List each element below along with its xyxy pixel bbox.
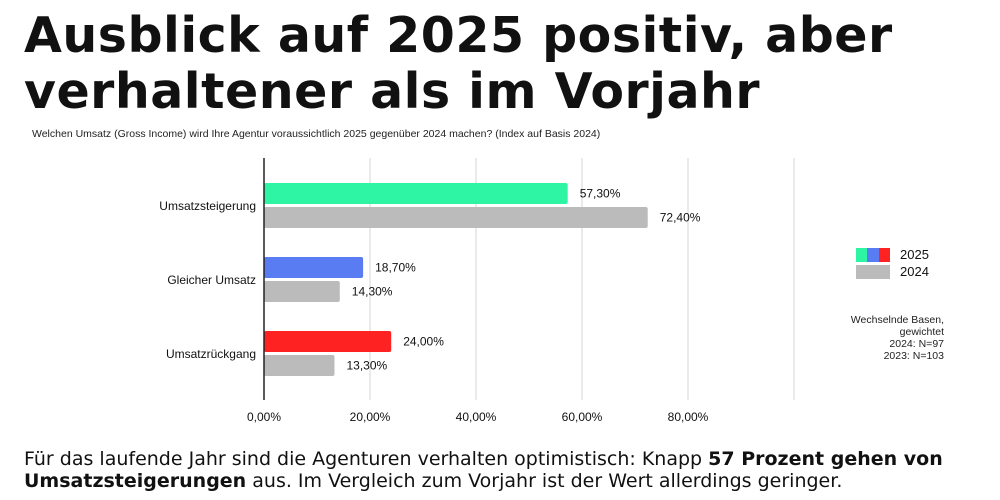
page-title: Ausblick auf 2025 positiv, aber verhalte…: [24, 7, 893, 120]
bar-2024: [264, 281, 340, 302]
bar-2024: [264, 207, 648, 228]
x-tick-labels: 0,00% 20,00% 40,00% 60,00% 80,00%: [247, 410, 709, 424]
category-label: Gleicher Umsatz: [167, 273, 256, 287]
sample-note: Wechselnde Basen, gewichtet 2024: N=97 2…: [851, 314, 944, 362]
caption-bold: 57 Prozent gehen von Umsatzsteigerungen: [24, 448, 943, 492]
category-label: Umsatzsteigerung: [159, 199, 256, 213]
bars: 57,30% 72,40% 18,70% 14,30% 24,00% 13,30%: [264, 183, 701, 376]
legend-item-2024: 2024: [856, 263, 929, 280]
note-line-1: Wechselnde Basen,: [850, 314, 944, 326]
category-labels: Umsatzsteigerung Gleicher Umsatz Umsatzrüc…: [159, 199, 256, 361]
note-line-3: 2024: N=97: [889, 338, 944, 350]
x-tick-label: 40,00%: [456, 410, 497, 424]
data-label: 14,30%: [352, 285, 393, 299]
survey-question: Welchen Umsatz (Gross Income) wird Ihre …: [32, 128, 601, 140]
legend-label-2024: 2024: [900, 264, 929, 279]
data-label: 18,70%: [375, 261, 416, 275]
x-tick-label: 20,00%: [350, 410, 391, 424]
x-tick-label: 80,00%: [668, 410, 709, 424]
legend-label-2025: 2025: [900, 247, 929, 262]
legend-item-2025: 2025: [856, 246, 929, 263]
x-tick-label: 0,00%: [247, 410, 281, 424]
bar-2024: [264, 355, 335, 376]
caption-text: Für das laufende Jahr sind die Agenturen…: [24, 448, 984, 492]
caption-part-1: Für das laufende Jahr sind die Agenturen…: [24, 448, 709, 470]
data-label: 72,40%: [660, 211, 701, 225]
data-label: 24,00%: [403, 335, 444, 349]
x-tick-label: 60,00%: [562, 410, 603, 424]
caption-part-2: aus. Im Vergleich zum Vorjahr ist der We…: [246, 470, 843, 492]
data-label: 57,30%: [580, 187, 621, 201]
bar-2025: [264, 183, 568, 204]
category-label: Umsatzrückgang: [166, 347, 256, 361]
legend-swatch-2025: [856, 247, 890, 262]
bar-2025: [264, 331, 392, 352]
legend: 2025 2024: [856, 246, 929, 280]
note-line-4: 2023: N=103: [883, 350, 944, 362]
bar-2025: [264, 257, 364, 278]
legend-swatch-2024: [856, 264, 890, 279]
data-label: 13,30%: [346, 359, 387, 373]
note-line-2: gewichtet: [899, 326, 944, 338]
